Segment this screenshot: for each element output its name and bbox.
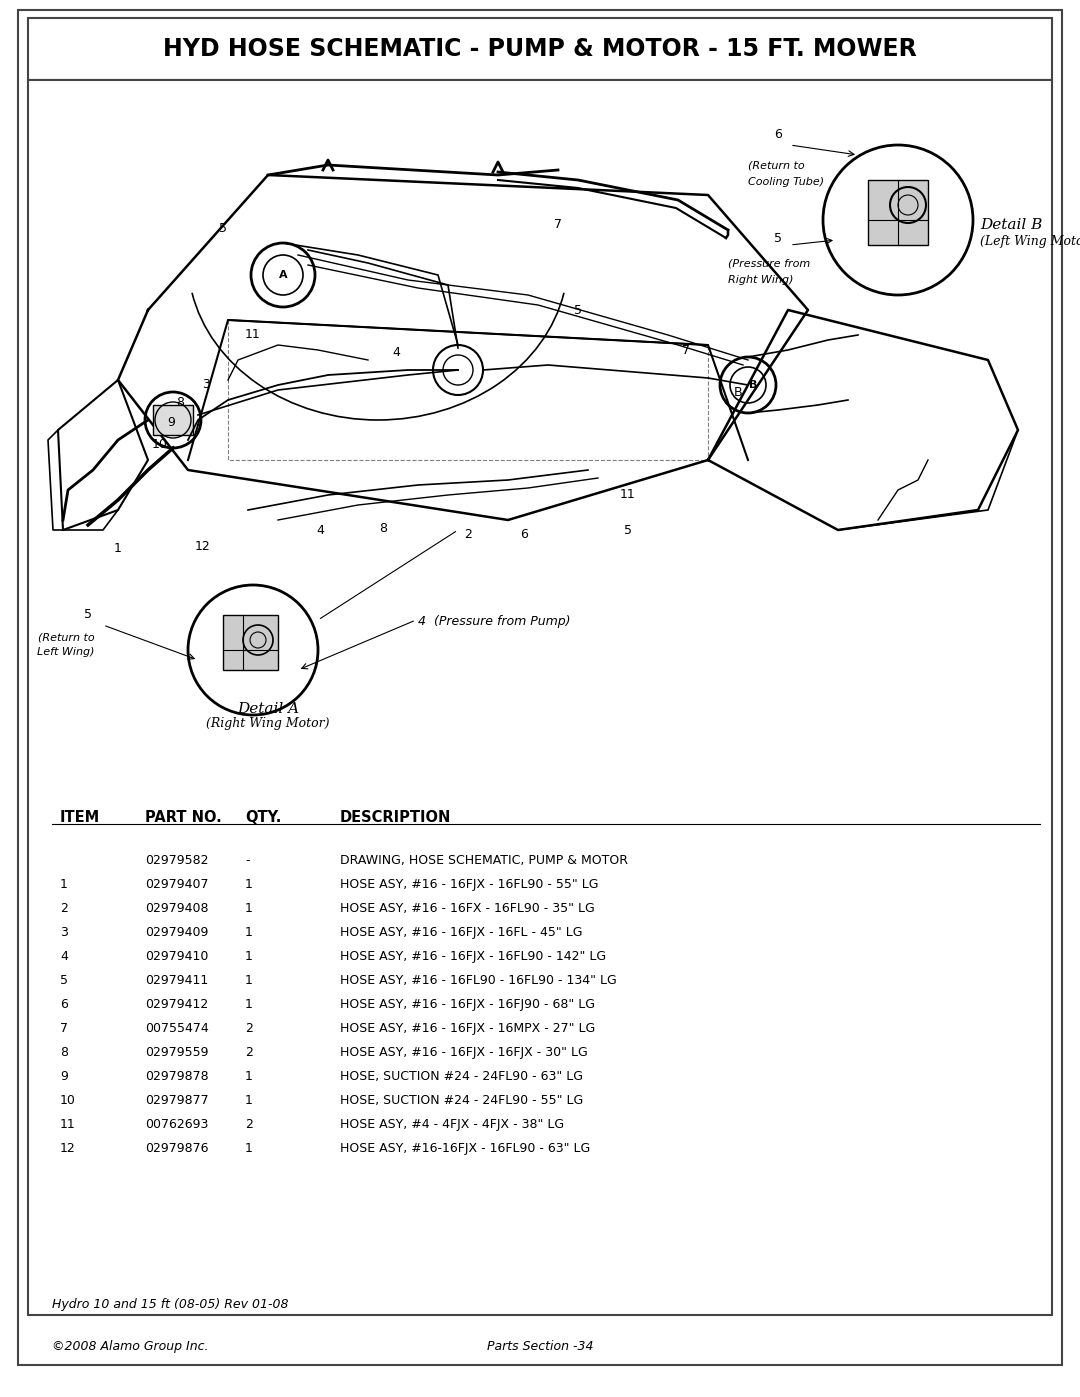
Text: 6: 6 [774,129,782,141]
Text: 11: 11 [245,328,261,341]
Text: 6: 6 [521,528,528,542]
Text: HOSE ASY, #16 - 16FL90 - 16FL90 - 134" LG: HOSE ASY, #16 - 16FL90 - 16FL90 - 134" L… [340,974,617,988]
Text: Hydro 10 and 15 ft (08-05) Rev 01-08: Hydro 10 and 15 ft (08-05) Rev 01-08 [52,1298,288,1310]
Text: 5: 5 [573,303,582,317]
Text: 5: 5 [219,222,227,235]
Text: Detail B: Detail B [980,218,1042,232]
Bar [868,180,928,244]
Text: (Return to: (Return to [748,161,805,170]
Text: 2: 2 [245,1118,253,1132]
Text: HOSE ASY, #16 - 16FX - 16FL90 - 35" LG: HOSE ASY, #16 - 16FX - 16FL90 - 35" LG [340,902,595,915]
Text: 1: 1 [245,877,253,891]
Text: B: B [733,386,742,398]
Text: HOSE ASY, #16 - 16FJX - 16FL90 - 142" LG: HOSE ASY, #16 - 16FJX - 16FL90 - 142" LG [340,950,606,963]
Bar [28,80,1052,1315]
Text: 12: 12 [195,539,211,552]
Text: HOSE ASY, #16 - 16FJX - 16FJX - 30" LG: HOSE ASY, #16 - 16FJX - 16FJX - 30" LG [340,1046,588,1059]
Text: 2: 2 [245,1023,253,1035]
Text: 02979412: 02979412 [145,997,208,1011]
Text: 02979410: 02979410 [145,950,208,963]
Text: HOSE ASY, #16 - 16FJX - 16FL - 45" LG: HOSE ASY, #16 - 16FJX - 16FL - 45" LG [340,926,582,939]
Text: HOSE ASY, #4 - 4FJX - 4FJX - 38" LG: HOSE ASY, #4 - 4FJX - 4FJX - 38" LG [340,1118,564,1132]
Text: 02979877: 02979877 [145,1094,208,1106]
Bar [222,615,278,671]
Text: 1: 1 [245,1141,253,1155]
Text: 3: 3 [60,926,68,939]
Text: A: A [279,270,287,279]
Text: 02979878: 02979878 [145,1070,208,1083]
Text: 02979876: 02979876 [145,1141,208,1155]
Text: Cooling Tube): Cooling Tube) [748,177,824,187]
Text: 3: 3 [202,379,210,391]
Text: 7: 7 [681,344,690,356]
Text: (Left Wing Motor): (Left Wing Motor) [980,236,1080,249]
Text: 02979407: 02979407 [145,877,208,891]
Text: 9: 9 [60,1070,68,1083]
Text: DRAWING, HOSE SCHEMATIC, PUMP & MOTOR: DRAWING, HOSE SCHEMATIC, PUMP & MOTOR [340,854,627,868]
Text: 8: 8 [176,395,184,408]
Text: HOSE, SUCTION #24 - 24FL90 - 55" LG: HOSE, SUCTION #24 - 24FL90 - 55" LG [340,1094,583,1106]
Text: HOSE ASY, #16-16FJX - 16FL90 - 63" LG: HOSE ASY, #16-16FJX - 16FL90 - 63" LG [340,1141,591,1155]
Text: 11: 11 [620,489,636,502]
Text: 4: 4 [392,345,400,359]
Text: 1: 1 [245,974,253,988]
Text: 10: 10 [152,439,167,451]
Bar [153,405,193,434]
Text: HOSE, SUCTION #24 - 24FL90 - 63" LG: HOSE, SUCTION #24 - 24FL90 - 63" LG [340,1070,583,1083]
Text: 5: 5 [84,609,92,622]
Text: 8: 8 [60,1046,68,1059]
Text: 1: 1 [245,950,253,963]
Text: (Return to: (Return to [38,633,94,643]
Text: 1: 1 [60,877,68,891]
Text: Right Wing): Right Wing) [728,275,794,285]
Text: 1: 1 [245,902,253,915]
Text: 10: 10 [60,1094,76,1106]
Text: 00755474: 00755474 [145,1023,208,1035]
Text: 1: 1 [245,926,253,939]
Text: 02979411: 02979411 [145,974,208,988]
Text: Parts Section -34: Parts Section -34 [487,1340,593,1354]
Text: 4: 4 [316,524,324,536]
Text: PART NO.: PART NO. [145,810,221,826]
Text: HYD HOSE SCHEMATIC - PUMP & MOTOR - 15 FT. MOWER: HYD HOSE SCHEMATIC - PUMP & MOTOR - 15 F… [163,36,917,61]
Text: 5: 5 [624,524,632,536]
Text: B: B [748,380,757,390]
Text: -: - [245,854,249,868]
Text: 02979582: 02979582 [145,854,208,868]
Text: 1: 1 [114,542,122,555]
Text: 4  (Pressure from Pump): 4 (Pressure from Pump) [418,616,570,629]
Text: HOSE ASY, #16 - 16FJX - 16MPX - 27" LG: HOSE ASY, #16 - 16FJX - 16MPX - 27" LG [340,1023,595,1035]
Text: (Pressure from: (Pressure from [728,258,810,268]
Text: 5: 5 [60,974,68,988]
Text: 6: 6 [60,997,68,1011]
Text: Detail A: Detail A [237,703,299,717]
Text: 11: 11 [60,1118,76,1132]
Text: 4: 4 [60,950,68,963]
Text: 1: 1 [245,997,253,1011]
Text: 1: 1 [245,1094,253,1106]
Text: 2: 2 [245,1046,253,1059]
Text: 7: 7 [60,1023,68,1035]
Text: DESCRIPTION: DESCRIPTION [340,810,451,826]
Text: 1: 1 [245,1070,253,1083]
Bar [28,18,1052,80]
Text: 2: 2 [60,902,68,915]
Text: Left Wing): Left Wing) [37,647,95,657]
Text: HOSE ASY, #16 - 16FJX - 16FL90 - 55" LG: HOSE ASY, #16 - 16FJX - 16FL90 - 55" LG [340,877,598,891]
Text: 9: 9 [167,415,175,429]
Text: 2: 2 [464,528,472,542]
Text: 02979408: 02979408 [145,902,208,915]
Text: QTY.: QTY. [245,810,282,826]
Text: 02979409: 02979409 [145,926,208,939]
Text: (Right Wing Motor): (Right Wing Motor) [206,717,329,731]
Text: 02979559: 02979559 [145,1046,208,1059]
Text: ©2008 Alamo Group Inc.: ©2008 Alamo Group Inc. [52,1340,208,1354]
Text: 12: 12 [60,1141,76,1155]
Text: 5: 5 [774,232,782,244]
Text: 7: 7 [554,218,562,232]
Text: 8: 8 [379,521,387,535]
Text: 00762693: 00762693 [145,1118,208,1132]
Text: HOSE ASY, #16 - 16FJX - 16FJ90 - 68" LG: HOSE ASY, #16 - 16FJX - 16FJ90 - 68" LG [340,997,595,1011]
Text: ITEM: ITEM [60,810,100,826]
